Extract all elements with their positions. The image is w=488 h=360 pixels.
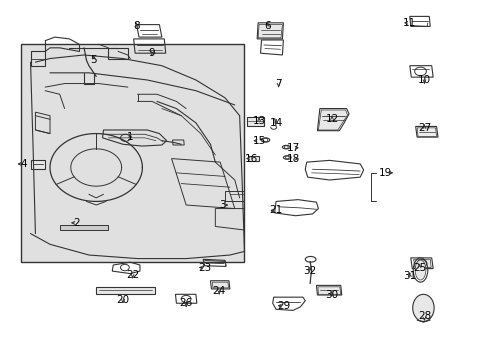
- Text: 19: 19: [378, 168, 391, 178]
- Polygon shape: [246, 117, 264, 126]
- Polygon shape: [248, 156, 259, 161]
- Text: 14: 14: [269, 118, 282, 128]
- Text: 13: 13: [252, 116, 265, 126]
- Text: 10: 10: [417, 75, 430, 85]
- Text: 3: 3: [219, 200, 225, 210]
- Polygon shape: [212, 282, 228, 288]
- Polygon shape: [60, 225, 108, 230]
- Polygon shape: [413, 259, 430, 267]
- Text: 26: 26: [179, 298, 192, 308]
- Text: 6: 6: [264, 21, 271, 31]
- Text: 2: 2: [73, 218, 80, 228]
- Text: 11: 11: [403, 18, 416, 28]
- Text: 18: 18: [286, 154, 299, 163]
- Polygon shape: [412, 294, 433, 321]
- Polygon shape: [258, 24, 282, 38]
- Text: 31: 31: [403, 271, 416, 282]
- Bar: [21, 44, 244, 262]
- Text: 21: 21: [269, 205, 282, 215]
- Polygon shape: [416, 128, 436, 136]
- Polygon shape: [30, 160, 45, 169]
- Text: 24: 24: [212, 286, 225, 296]
- Text: 17: 17: [286, 143, 299, 153]
- Text: 15: 15: [252, 136, 265, 146]
- Text: 5: 5: [90, 55, 97, 65]
- Text: 32: 32: [303, 266, 316, 276]
- Text: 16: 16: [244, 154, 258, 163]
- Text: 12: 12: [325, 114, 338, 124]
- Text: 8: 8: [133, 21, 140, 31]
- Text: 7: 7: [275, 78, 281, 89]
- Text: 29: 29: [276, 301, 289, 311]
- Text: 1: 1: [127, 132, 133, 142]
- Text: 9: 9: [148, 48, 155, 58]
- Text: 30: 30: [325, 290, 338, 300]
- Text: 25: 25: [412, 262, 426, 273]
- Ellipse shape: [414, 260, 425, 280]
- Polygon shape: [318, 110, 347, 130]
- Text: 4: 4: [20, 159, 26, 169]
- Text: 22: 22: [126, 270, 139, 280]
- Text: 20: 20: [116, 295, 129, 305]
- Text: 23: 23: [198, 262, 211, 273]
- Polygon shape: [96, 287, 154, 294]
- Text: 27: 27: [417, 123, 430, 133]
- Polygon shape: [317, 287, 340, 294]
- Text: 28: 28: [417, 311, 430, 321]
